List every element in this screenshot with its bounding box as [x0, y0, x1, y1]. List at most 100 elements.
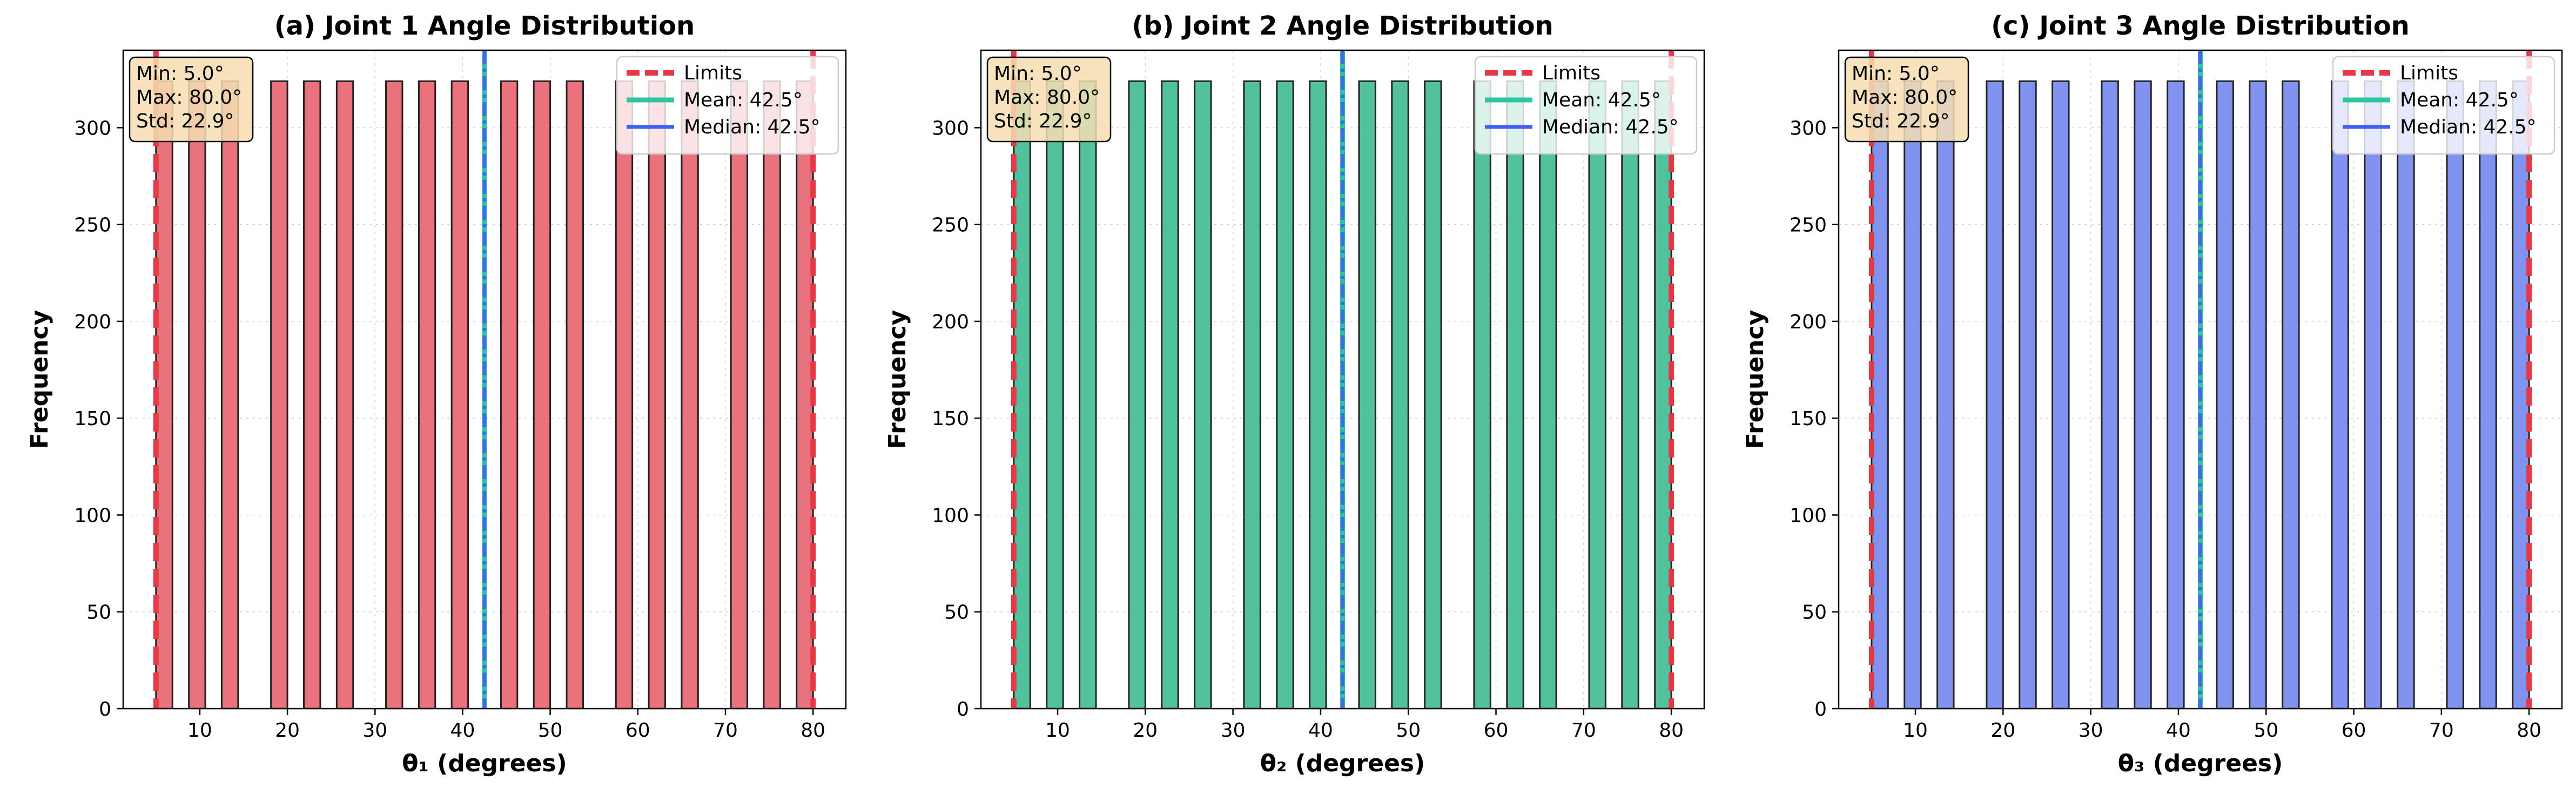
- x-tick-label: 20: [1990, 719, 2015, 742]
- stats-line: Max: 80.0°: [1852, 86, 1958, 109]
- x-tick-label: 70: [2429, 719, 2454, 742]
- x-tick-label: 70: [713, 719, 738, 742]
- x-tick-label: 70: [1571, 719, 1596, 742]
- x-tick-label: 60: [625, 719, 650, 742]
- plot-frame: [122, 49, 847, 710]
- x-tick-label: 30: [1221, 719, 1246, 742]
- histogram-bar: [2019, 80, 2037, 709]
- histogram-bar: [1276, 80, 1294, 709]
- y-tick-label: 150: [932, 408, 969, 430]
- histogram-bar: [2216, 80, 2234, 709]
- y-tick-label: 0: [99, 698, 111, 721]
- histogram-bar: [2249, 80, 2267, 709]
- plot-frame: [980, 49, 1705, 710]
- legend-label: Median: 42.5°: [2400, 116, 2537, 138]
- stats-line: Max: 80.0°: [136, 86, 242, 109]
- x-tick-label: 40: [450, 719, 475, 742]
- stats-line: Min: 5.0°: [136, 63, 224, 85]
- legend-box: [2332, 56, 2555, 155]
- legend-label: Limits: [2400, 62, 2458, 84]
- histogram-bar: [500, 80, 519, 709]
- x-tick-label: 60: [1484, 719, 1509, 742]
- histogram-bar: [1194, 80, 1212, 709]
- histogram-bar: [303, 80, 321, 709]
- legend-label: Mean: 42.5°: [2400, 89, 2519, 111]
- legend-label: Median: 42.5°: [684, 116, 820, 138]
- stats-line: Std: 22.9°: [1852, 110, 1950, 132]
- y-tick-label: 50: [86, 602, 111, 624]
- histogram-bar: [220, 80, 239, 709]
- histogram-bar: [533, 80, 551, 709]
- histogram-bar: [1986, 80, 2004, 709]
- y-tick-label: 300: [1790, 117, 1827, 139]
- stats-box: [129, 56, 254, 143]
- x-tick-label: 40: [2166, 719, 2191, 742]
- histogram-bar: [1539, 80, 1557, 709]
- chart-panel-2: 0 50 100 150 200 250 300 10 20 30 40 50 60 70 80 θ₂ (de…: [884, 11, 1705, 777]
- histogram-bar: [1309, 80, 1327, 709]
- stats-box: [986, 56, 1112, 143]
- histogram-bar: [681, 80, 699, 709]
- x-tick-label: 20: [275, 719, 300, 742]
- y-axis-label: Frequency: [884, 310, 911, 449]
- x-tick-label: 50: [2254, 719, 2278, 742]
- histogram-bar: [1243, 80, 1261, 709]
- y-tick-label: 250: [74, 214, 111, 237]
- chart-panel-1: 0 50 100 150 200 250 300 10 20 30 40 50 60 70 80 θ₁ (de…: [26, 11, 847, 777]
- x-tick-label: 80: [2517, 719, 2541, 742]
- histogram-bar: [418, 80, 436, 709]
- histogram-bar: [270, 80, 288, 709]
- histogram-bar: [2167, 80, 2185, 709]
- histogram-bar: [1506, 80, 1524, 709]
- legend-box: [1474, 56, 1698, 155]
- histogram-bar: [2397, 80, 2415, 709]
- y-tick-label: 200: [1790, 311, 1827, 333]
- y-tick-label: 100: [932, 504, 969, 527]
- bars: [1013, 80, 1672, 709]
- legend-label: Mean: 42.5°: [684, 89, 803, 111]
- histogram-bar: [1079, 80, 1097, 709]
- legend-label: Limits: [684, 62, 742, 84]
- x-tick-label: 80: [801, 719, 825, 742]
- y-tick-label: 300: [74, 117, 111, 139]
- x-tick-label: 10: [1903, 719, 1928, 742]
- histogram-bar: [2479, 80, 2497, 709]
- y-tick-label: 0: [1814, 698, 1827, 721]
- y-tick-label: 50: [944, 602, 969, 624]
- histogram-bar: [763, 80, 781, 709]
- legend-label: Median: 42.5°: [1542, 116, 1679, 138]
- x-axis-label: θ₃ (degrees): [2118, 750, 2283, 777]
- histogram-bar: [1904, 80, 1922, 709]
- x-axis-label: θ₂ (degrees): [1260, 750, 1425, 777]
- histogram-bar: [1473, 80, 1491, 709]
- y-tick-label: 0: [957, 698, 969, 721]
- x-axis-label: θ₁ (degrees): [402, 750, 567, 777]
- histogram-bar: [1936, 80, 1955, 709]
- y-axis-label: Frequency: [26, 310, 53, 449]
- histogram-bar: [1358, 80, 1376, 709]
- legend: Limits Mean: 42.5° Median: 42.5°: [616, 56, 839, 155]
- histogram-bar: [450, 80, 469, 709]
- x-tick-label: 20: [1133, 719, 1158, 742]
- histogram-bar: [188, 80, 206, 709]
- y-tick-label: 50: [1802, 602, 1827, 624]
- chart-panel-3: 0 50 100 150 200 250 300 10 20 30 40 50 60 70 80 θ₃ (de…: [1741, 11, 2563, 777]
- chart-title: (c) Joint 3 Angle Distribution: [1991, 11, 2410, 41]
- bars: [1871, 80, 2530, 709]
- stats-line: Std: 22.9°: [136, 110, 234, 132]
- histogram-bar: [2364, 80, 2382, 709]
- histogram-bar: [2101, 80, 2119, 709]
- y-tick-label: 100: [74, 504, 111, 527]
- histogram-bar: [1424, 80, 1442, 709]
- legend: Limits Mean: 42.5° Median: 42.5°: [2332, 56, 2555, 155]
- legend-label: Limits: [1542, 62, 1600, 84]
- y-tick-label: 150: [1790, 408, 1827, 430]
- histogram-bar: [1161, 80, 1179, 709]
- histogram-bar: [1128, 80, 1146, 709]
- stats-box: [1844, 56, 1969, 143]
- histogram-bar: [1046, 80, 1064, 709]
- stats-line: Min: 5.0°: [994, 63, 1082, 85]
- legend-label: Mean: 42.5°: [1542, 89, 1661, 111]
- x-tick-label: 50: [1396, 719, 1421, 742]
